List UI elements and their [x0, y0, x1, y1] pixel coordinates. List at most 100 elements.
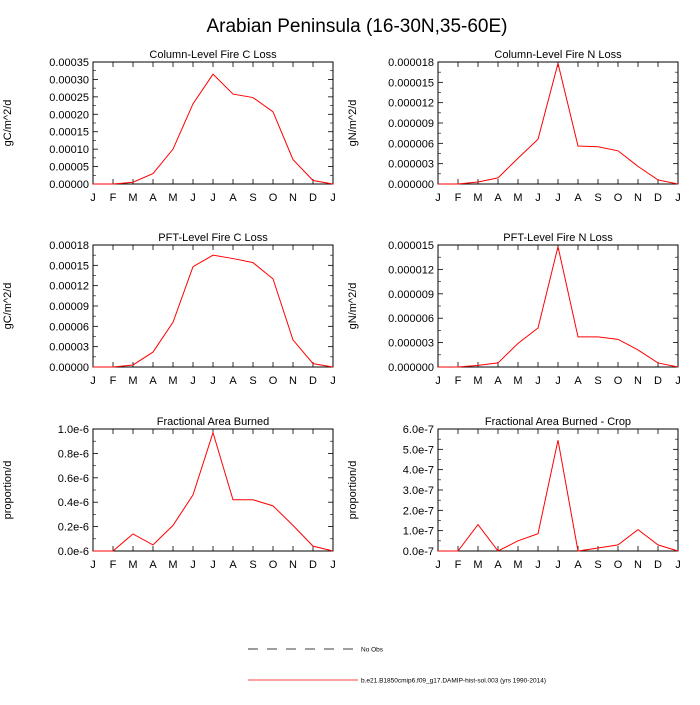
- x-tick-label: M: [513, 192, 522, 204]
- x-tick-label: S: [594, 375, 601, 387]
- x-tick-label: J: [555, 192, 561, 204]
- series-line: [93, 430, 334, 552]
- x-tick-label: J: [190, 559, 196, 571]
- y-tick-label: 0.4e-6: [58, 497, 89, 509]
- panel-title: Fractional Area Burned - Crop: [485, 416, 631, 428]
- y-tick-label: 0.000003: [388, 338, 434, 350]
- panel-title: Fractional Area Burned: [157, 416, 270, 428]
- plot-frame: [92, 244, 334, 368]
- x-tick-label: J: [190, 192, 196, 204]
- panel-3: PFT-Level Fire C Loss 0.00000 0.00003 0.000…: [2, 232, 336, 387]
- x-tick-label: J: [435, 375, 441, 387]
- x-tick-label: O: [614, 375, 623, 387]
- x-tick-label: M: [168, 192, 177, 204]
- x-tick-label: F: [455, 192, 462, 204]
- x-tick-label: N: [289, 192, 297, 204]
- x-tick-label: O: [269, 192, 278, 204]
- x-tick-label: D: [654, 375, 662, 387]
- x-tick-label: A: [574, 375, 582, 387]
- x-tick-label: A: [229, 559, 237, 571]
- x-tick-label: F: [110, 559, 117, 571]
- x-tick-label: J: [330, 192, 336, 204]
- plot-frame: [437, 244, 679, 368]
- x-tick-label: A: [229, 375, 237, 387]
- y-axis-label: gC/m^2/d: [2, 100, 14, 147]
- x-tick-label: J: [435, 559, 441, 571]
- panel-2: Column-Level Fire N Loss 0.000000 0.000003…: [347, 49, 681, 204]
- x-tick-label: A: [149, 375, 157, 387]
- x-tick-label: N: [289, 375, 297, 387]
- x-tick-label: J: [210, 192, 216, 204]
- y-tick-label: 0.00005: [49, 162, 89, 174]
- y-axis-label: proportion/d: [2, 461, 14, 520]
- y-tick-label: 0.00006: [49, 321, 89, 333]
- x-tick-label: S: [249, 559, 256, 571]
- y-tick-label: 0.00000: [49, 179, 89, 191]
- x-tick-label: M: [128, 192, 137, 204]
- y-tick-label: 0.00030: [49, 74, 89, 86]
- x-tick-label: D: [309, 559, 317, 571]
- x-tick-label: N: [634, 192, 642, 204]
- x-tick-label: J: [90, 375, 96, 387]
- x-tick-label: A: [494, 559, 502, 571]
- y-tick-label: 0.00020: [49, 109, 89, 121]
- y-tick-label: 0.000006: [388, 138, 434, 150]
- x-tick-label: S: [249, 375, 256, 387]
- x-tick-label: A: [149, 559, 157, 571]
- y-tick-label: 0.00015: [49, 260, 89, 272]
- y-tick-label: 0.8e-6: [58, 448, 89, 460]
- legend-model-label: b.e21.B1850cmip6.f09_g17.DAMIP-hist-sol.…: [361, 678, 546, 685]
- x-tick-label: J: [330, 559, 336, 571]
- x-tick-label: A: [494, 375, 502, 387]
- y-tick-label: 0.000000: [388, 362, 434, 374]
- panel-6: Fractional Area Burned - Crop 0.0e-7 1.0e-…: [347, 416, 681, 571]
- x-tick-label: A: [149, 192, 157, 204]
- x-tick-label: A: [229, 192, 237, 204]
- x-tick-label: N: [634, 375, 642, 387]
- x-tick-label: J: [90, 192, 96, 204]
- series-line: [438, 63, 679, 185]
- x-tick-label: J: [535, 559, 541, 571]
- panel-title: PFT-Level Fire C Loss: [158, 232, 268, 244]
- y-tick-label: 0.000003: [388, 159, 434, 171]
- x-tick-label: J: [435, 192, 441, 204]
- y-tick-label: 0.00003: [49, 342, 89, 354]
- y-tick-label: 0.000000: [388, 179, 434, 191]
- y-axis-label: gN/m^2/d: [347, 100, 359, 147]
- x-tick-label: J: [675, 375, 681, 387]
- plot-frame: [92, 61, 334, 185]
- x-tick-label: F: [455, 559, 462, 571]
- x-tick-label: F: [110, 375, 117, 387]
- x-tick-label: D: [309, 375, 317, 387]
- y-tick-label: 0.0e-7: [403, 546, 434, 558]
- y-tick-label: 0.000012: [388, 264, 434, 276]
- y-tick-label: 0.00015: [49, 127, 89, 139]
- y-tick-label: 0.00025: [49, 92, 89, 104]
- x-tick-label: J: [330, 375, 336, 387]
- y-tick-label: 5.0e-7: [403, 444, 434, 456]
- x-tick-label: O: [614, 559, 623, 571]
- y-tick-label: 0.6e-6: [58, 473, 89, 485]
- panel-5: Fractional Area Burned 0.0e-6 0.2e-6 0.4e-6…: [2, 416, 336, 571]
- x-tick-label: D: [654, 559, 662, 571]
- panel-title: PFT-Level Fire N Loss: [503, 232, 613, 244]
- figure-title: Arabian Peninsula (16-30N,35-60E): [206, 16, 507, 37]
- y-tick-label: 1.0e-7: [403, 526, 434, 538]
- x-tick-label: M: [473, 375, 482, 387]
- x-tick-label: M: [168, 559, 177, 571]
- x-tick-label: O: [614, 192, 623, 204]
- x-tick-label: S: [594, 559, 601, 571]
- y-tick-label: 0.00035: [49, 57, 89, 69]
- x-tick-label: J: [90, 559, 96, 571]
- y-tick-label: 2.0e-7: [403, 505, 434, 517]
- x-tick-label: M: [473, 192, 482, 204]
- x-tick-label: J: [210, 559, 216, 571]
- y-tick-label: 1.0e-6: [58, 424, 89, 436]
- plot-frame: [92, 428, 334, 552]
- y-tick-label: 0.000006: [388, 313, 434, 325]
- x-tick-label: J: [555, 559, 561, 571]
- x-tick-label: J: [555, 375, 561, 387]
- series-line: [93, 254, 334, 368]
- y-axis-label: gC/m^2/d: [2, 283, 14, 330]
